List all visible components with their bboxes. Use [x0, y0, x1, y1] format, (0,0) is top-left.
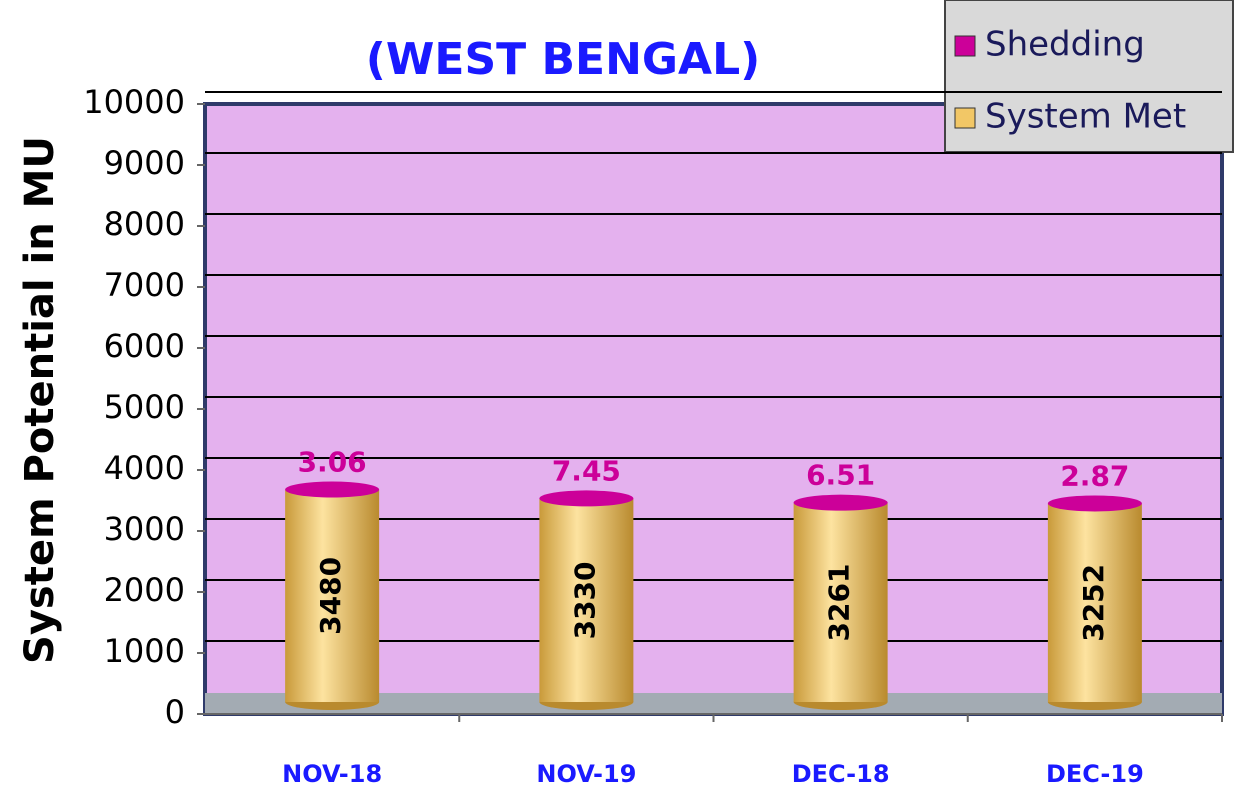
- legend: Shedding System Met: [944, 0, 1234, 153]
- legend-swatch: [954, 35, 976, 57]
- legend-label: System Met: [985, 97, 1186, 137]
- y-tick-label: 4000: [104, 449, 185, 487]
- x-tick-label: NOV-19: [536, 760, 636, 788]
- legend-label: Shedding: [985, 25, 1145, 65]
- bar-top: [539, 490, 634, 507]
- floor: [205, 693, 1222, 714]
- x-tick-label: NOV-18: [282, 760, 382, 788]
- bar: [285, 489, 380, 702]
- value-label: 3.06: [298, 446, 367, 479]
- bar: [793, 503, 888, 702]
- y-tick-label: 10000: [83, 83, 185, 121]
- y-tick-label: 2000: [104, 571, 185, 609]
- x-tick-label: DEC-19: [1046, 760, 1144, 788]
- bar: [539, 498, 634, 702]
- y-tick-label: 3000: [104, 510, 185, 548]
- y-tick-label: 5000: [104, 388, 185, 426]
- x-tick-label: DEC-18: [792, 760, 890, 788]
- y-axis-label: System Potential in MU: [17, 136, 63, 664]
- value-label: 3480: [314, 557, 347, 635]
- y-tick-label: 6000: [104, 327, 185, 365]
- chart-title: (WEST BENGAL): [366, 34, 760, 85]
- value-label: 3252: [1077, 564, 1110, 642]
- value-label: 6.51: [806, 459, 875, 492]
- bar-top: [1047, 495, 1142, 512]
- value-label: 7.45: [552, 454, 621, 487]
- value-label: 2.87: [1060, 459, 1129, 492]
- bar: [1047, 503, 1142, 702]
- y-tick-label: 9000: [104, 144, 185, 182]
- bar-top: [793, 494, 888, 511]
- legend-box: [944, 0, 1234, 153]
- y-tick-label: 0: [165, 693, 185, 731]
- y-tick-label: 1000: [104, 632, 185, 670]
- bar-top: [285, 481, 380, 498]
- value-label: 3261: [823, 564, 856, 642]
- y-tick-label: 7000: [104, 266, 185, 304]
- legend-swatch: [954, 107, 976, 129]
- value-label: 3330: [568, 561, 601, 639]
- y-tick-label: 8000: [104, 205, 185, 243]
